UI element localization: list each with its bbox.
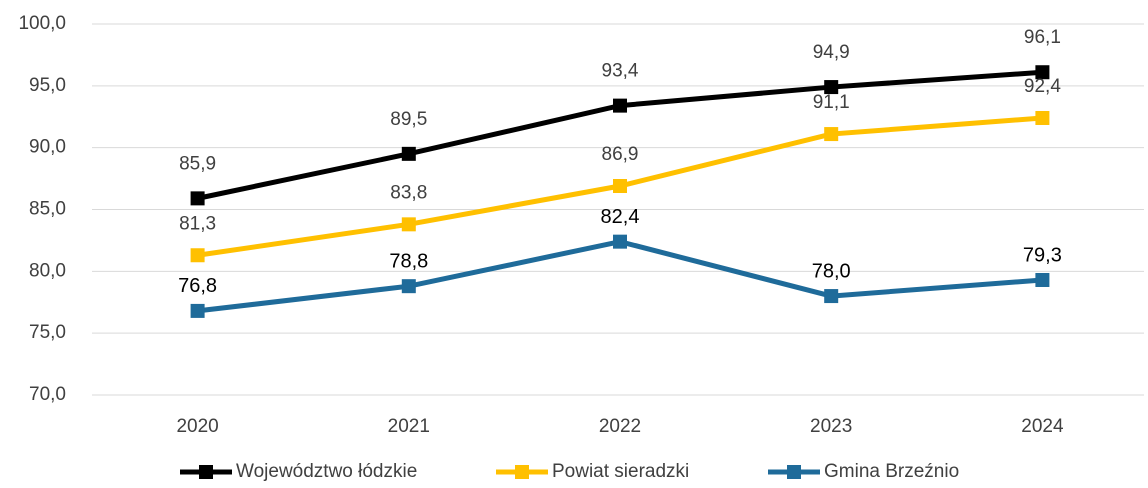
marker [824, 80, 839, 95]
data-label: 79,3 [1023, 244, 1062, 266]
y-tick-label: 70,0 [29, 384, 66, 405]
marker [1035, 65, 1050, 80]
y-tick-label: 75,0 [29, 322, 66, 343]
x-tick-label: 2021 [388, 416, 430, 437]
marker [190, 191, 205, 206]
marker [824, 289, 839, 304]
y-tick-label: 85,0 [29, 199, 66, 220]
legend-swatch [515, 465, 529, 479]
marker [401, 217, 416, 232]
marker [613, 98, 627, 113]
data-label: 96,1 [1024, 27, 1061, 48]
marker [401, 146, 416, 161]
data-label: 92,4 [1024, 76, 1061, 97]
marker [613, 234, 627, 249]
x-tick-label: 2023 [810, 416, 852, 437]
marker [613, 179, 627, 194]
data-label: 86,9 [602, 144, 639, 165]
series-line [197, 239, 1043, 314]
data-label: 76,8 [178, 275, 217, 297]
y-tick-label: 100,0 [18, 13, 66, 34]
data-label: 85,9 [179, 153, 216, 174]
data-label: 82,4 [601, 206, 640, 228]
marker [190, 303, 205, 318]
legend-swatch [787, 465, 801, 479]
legend-swatch [199, 465, 213, 479]
x-tick-label: 2024 [1021, 416, 1064, 437]
data-label: 81,3 [179, 213, 216, 234]
y-tick-label: 90,0 [29, 137, 66, 158]
data-label: 78,0 [812, 260, 851, 282]
y-tick-label: 95,0 [29, 75, 66, 96]
x-tick-label: 2020 [176, 416, 218, 437]
marker [824, 127, 839, 142]
data-label: 78,8 [389, 250, 428, 272]
data-label: 89,5 [390, 109, 427, 130]
marker [401, 279, 416, 294]
data-label: 93,4 [602, 61, 639, 82]
legend-label: Województwo łódzkie [236, 461, 417, 482]
legend-label: Powiat sieradzki [552, 461, 689, 482]
data-label: 94,9 [813, 42, 850, 63]
marker [1035, 272, 1050, 287]
marker [190, 248, 205, 263]
marker [1035, 110, 1050, 125]
y-tick-label: 80,0 [29, 260, 66, 281]
data-label: 91,1 [813, 92, 850, 113]
legend-label: Gmina Brzeźnio [824, 461, 959, 482]
x-tick-label: 2022 [599, 416, 641, 437]
data-label: 83,8 [390, 182, 427, 203]
